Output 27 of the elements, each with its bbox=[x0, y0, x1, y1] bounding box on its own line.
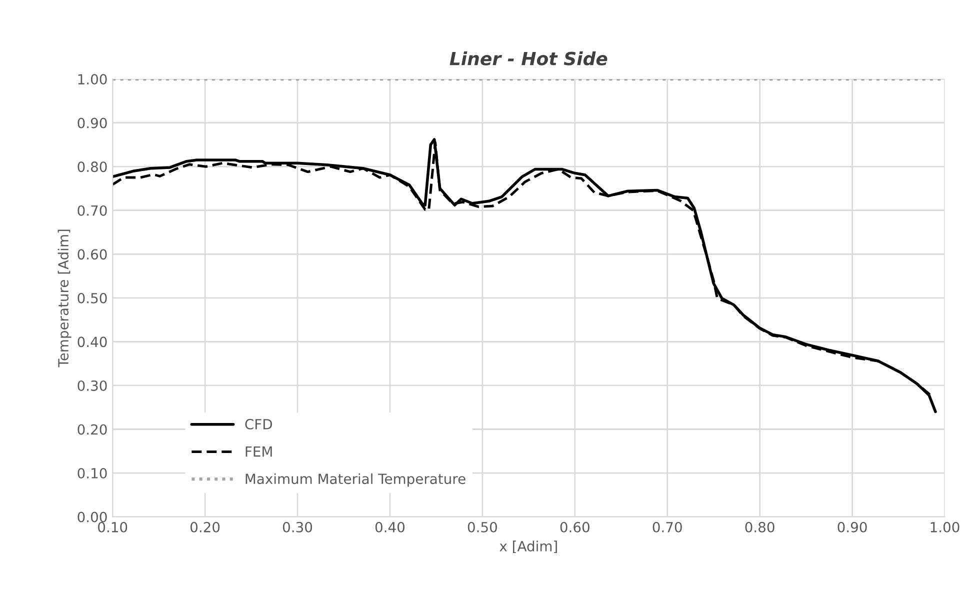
legend-label: FEM bbox=[246, 446, 272, 457]
y-tick-label: 0.20 bbox=[78, 424, 107, 435]
y-tick-label: 0.70 bbox=[78, 205, 107, 216]
x-tick-label: 0.60 bbox=[560, 522, 590, 532]
x-tick-label: 0.20 bbox=[190, 522, 220, 532]
x-tick-label: 1.00 bbox=[930, 522, 960, 532]
x-tick-label: 0.80 bbox=[745, 522, 774, 532]
x-axis-title: x [Adim] bbox=[500, 540, 557, 554]
legend-label: Maximum Material Temperature bbox=[246, 473, 466, 487]
y-tick-label: 0.80 bbox=[78, 162, 107, 172]
x-tick-label: 0.90 bbox=[838, 522, 867, 532]
y-tick-label: 0.50 bbox=[78, 292, 107, 304]
x-tick-label: 0.50 bbox=[468, 522, 497, 532]
y-tick-label: 0.40 bbox=[78, 336, 107, 348]
chart-title: Liner - Hot Side bbox=[450, 51, 608, 66]
legend-label: CFD bbox=[245, 418, 272, 430]
y-tick-label: 1.00 bbox=[78, 74, 107, 85]
y-tick-label: 0.60 bbox=[78, 249, 107, 260]
y-tick-label: 0.90 bbox=[78, 118, 107, 128]
y-tick-label: 0.30 bbox=[78, 380, 107, 391]
y-axis-title: Temperature [Adim] bbox=[58, 230, 72, 368]
x-tick-label: 0.30 bbox=[282, 522, 312, 532]
x-tick-label: 0.40 bbox=[375, 522, 405, 532]
y-tick-label: 0.00 bbox=[78, 512, 107, 522]
x-tick-label: 0.10 bbox=[98, 522, 128, 532]
x-tick-label: 0.70 bbox=[652, 522, 682, 532]
y-tick-label: 0.10 bbox=[78, 468, 107, 478]
